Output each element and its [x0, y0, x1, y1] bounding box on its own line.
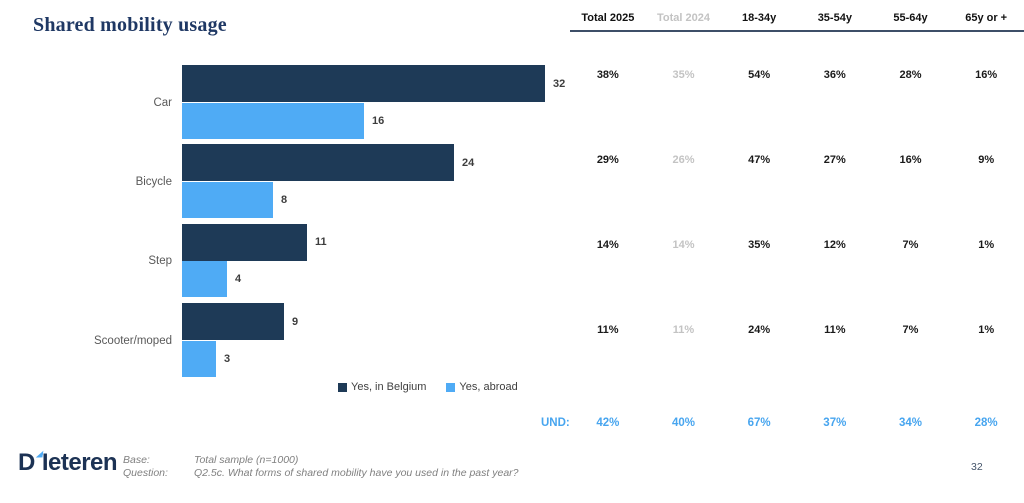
table-cell: 16%	[899, 154, 922, 166]
und-value-cell: 28%	[974, 417, 998, 429]
bar-value-label: 4	[235, 273, 242, 286]
table-header-row: Total 2025 Total 2024 18-34y 35-54y 55-64y 65…	[570, 12, 1024, 32]
table-cell: 7%	[902, 239, 919, 251]
bar-value-label: 9	[292, 315, 299, 328]
table-cell: 12%	[823, 239, 846, 251]
table-cell: 26%	[672, 154, 695, 166]
bar-scooter-moped-abroad	[182, 340, 216, 377]
und-value-cell: 40%	[671, 417, 695, 429]
bar-bicycle-belgium	[182, 144, 454, 182]
table-row-scooter-moped: 11% 11% 24% 11% 7% 1%	[570, 320, 1024, 340]
table-cell: 9%	[978, 154, 995, 166]
logo-letter-d: D	[18, 449, 35, 476]
table-cell: 11%	[597, 324, 619, 336]
category-label-bicycle: Bicycle	[135, 175, 172, 188]
bar-value-label: 32	[553, 77, 566, 90]
company-logo: D Ieteren	[18, 449, 118, 477]
table-cell: 14%	[596, 239, 619, 251]
table-cell: 11%	[672, 324, 695, 336]
bar-bicycle-abroad	[182, 181, 273, 218]
und-value-cell: 67%	[747, 417, 771, 429]
table-cell: 16%	[975, 69, 998, 81]
und-value-cell: 42%	[596, 417, 620, 429]
bar-value-label: 8	[281, 193, 288, 206]
bar-value-label: 3	[224, 352, 231, 365]
table-cell: 29%	[596, 154, 619, 166]
bar-value-label: 11	[315, 236, 327, 249]
bar-car-belgium	[182, 65, 545, 102]
table-cell: 38%	[596, 69, 619, 81]
table-cell: 11%	[824, 324, 846, 336]
table-cell: 27%	[823, 154, 846, 166]
table-header-cell: Total 2024	[656, 12, 710, 24]
table-cell: 54%	[748, 69, 771, 81]
table-cell: 7%	[902, 324, 919, 336]
bar-step-belgium	[182, 223, 307, 261]
page-number: 32	[971, 461, 983, 473]
bar-value-label: 16	[372, 114, 385, 127]
table-cell: 35%	[748, 239, 771, 251]
table-cell: 47%	[748, 154, 771, 166]
table-row-car: 38% 35% 54% 36% 28% 16%	[570, 65, 1024, 85]
bar-value-label: 24	[462, 156, 475, 169]
bar-scooter-moped-belgium	[182, 303, 284, 341]
chart-legend: Yes, in Belgium Yes, abroad	[338, 381, 518, 393]
legend-label: Yes, abroad	[459, 381, 518, 393]
bar-car-abroad	[182, 102, 364, 139]
table-cell: 28%	[899, 69, 922, 81]
table-header-cell: Total 2025	[581, 12, 635, 24]
page-title: Shared mobility usage	[33, 14, 227, 36]
category-label-scooter-moped: Scooter/moped	[94, 334, 172, 347]
legend-label: Yes, in Belgium	[351, 381, 427, 393]
und-row-label: UND:	[541, 417, 570, 429]
table-row-bicycle: 29% 26% 47% 27% 16% 9%	[570, 150, 1024, 170]
table-cell: 14%	[672, 239, 695, 251]
table-cell: 36%	[823, 69, 846, 81]
table-header-cell: 65y or +	[965, 12, 1008, 24]
table-cell: 24%	[748, 324, 771, 336]
question-value: Q2.5c. What forms of shared mobility hav…	[194, 467, 519, 479]
legend-item: Yes, abroad	[446, 381, 518, 393]
table-cell: 1%	[978, 239, 995, 251]
category-label-step: Step	[148, 255, 172, 268]
base-value: Total sample (n=1000)	[194, 454, 299, 466]
question-label: Question:	[123, 467, 168, 479]
und-value-cell: 34%	[898, 417, 922, 429]
legend-item: Yes, in Belgium	[338, 381, 426, 393]
table-cell: 35%	[672, 69, 695, 81]
logo-text: Ieteren	[41, 449, 118, 476]
legend-swatch-icon	[446, 382, 456, 392]
table-row-step: 14% 14% 35% 12% 7% 1%	[570, 235, 1024, 255]
table-header-cell: 35-54y	[817, 12, 852, 24]
und-value-cell: 37%	[823, 417, 847, 429]
legend-swatch-icon	[338, 382, 347, 392]
category-label-car: Car	[153, 96, 172, 109]
table-header-cell: 55-64y	[893, 12, 928, 24]
bar-step-abroad	[182, 261, 227, 298]
base-label: Base:	[123, 454, 150, 466]
table-header-cell: 18-34y	[742, 12, 777, 24]
und-row: 42% 40% 67% 37% 34% 28%	[570, 413, 1024, 433]
table-cell: 1%	[978, 324, 995, 336]
